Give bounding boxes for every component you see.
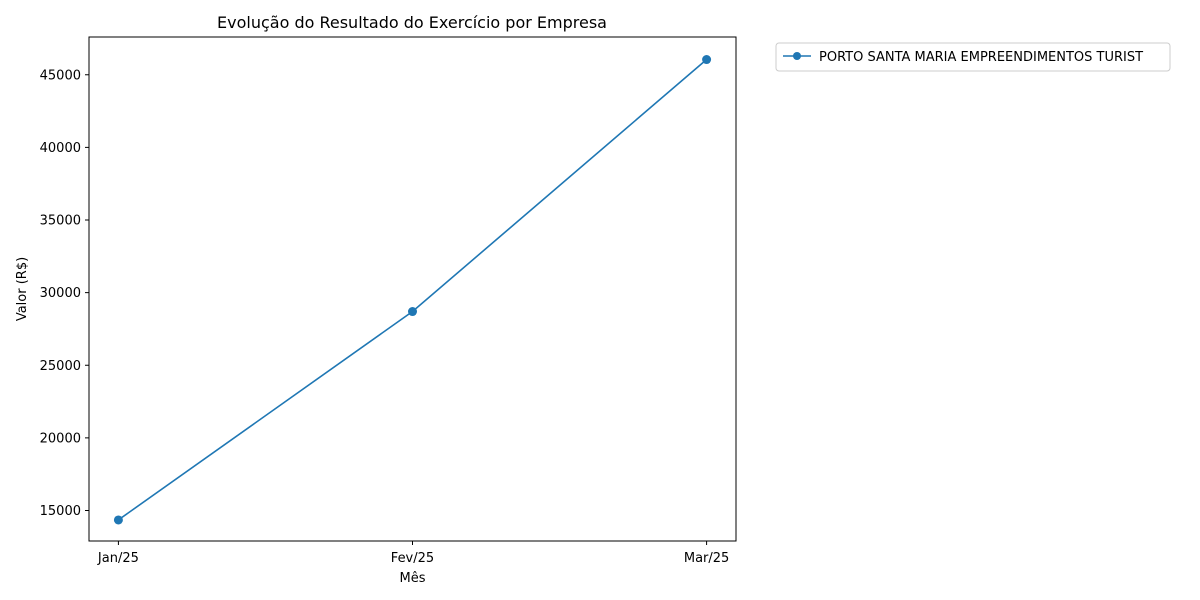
x-axis-ticks: Jan/25 Fev/25 Mar/25: [97, 541, 729, 566]
plot-frame: [88, 36, 737, 542]
y-tick-label: 45000: [40, 68, 81, 83]
chart-title: Evolução do Resultado do Exercício por E…: [217, 13, 607, 32]
y-tick-label: 25000: [40, 359, 81, 374]
legend: PORTO SANTA MARIA EMPREENDIMENTOS TURIST: [775, 42, 1171, 72]
legend-point-marker: [793, 52, 801, 60]
x-tick-label: Mar/25: [684, 551, 729, 566]
y-tick-label: 20000: [40, 431, 81, 446]
legend-box: [775, 42, 1171, 72]
y-tick-label: 35000: [40, 214, 81, 229]
x-axis-label: Mês: [400, 571, 426, 586]
data-point: [113, 515, 123, 525]
legend-entry-label: PORTO SANTA MARIA EMPREENDIMENTOS TURIST: [819, 50, 1143, 65]
y-tick-label: 30000: [40, 286, 81, 301]
x-tick-label: Jan/25: [97, 551, 139, 566]
x-tick-label: Fev/25: [391, 551, 434, 566]
plot-area: [113, 55, 712, 525]
y-tick-label: 40000: [40, 141, 81, 156]
y-axis-label: Valor (R$): [15, 257, 30, 321]
y-tick-label: 15000: [40, 504, 81, 519]
data-point: [702, 55, 712, 65]
y-axis-ticks: 15000 20000 25000 30000 35000 40000 45000: [40, 68, 89, 519]
data-point: [408, 307, 417, 317]
